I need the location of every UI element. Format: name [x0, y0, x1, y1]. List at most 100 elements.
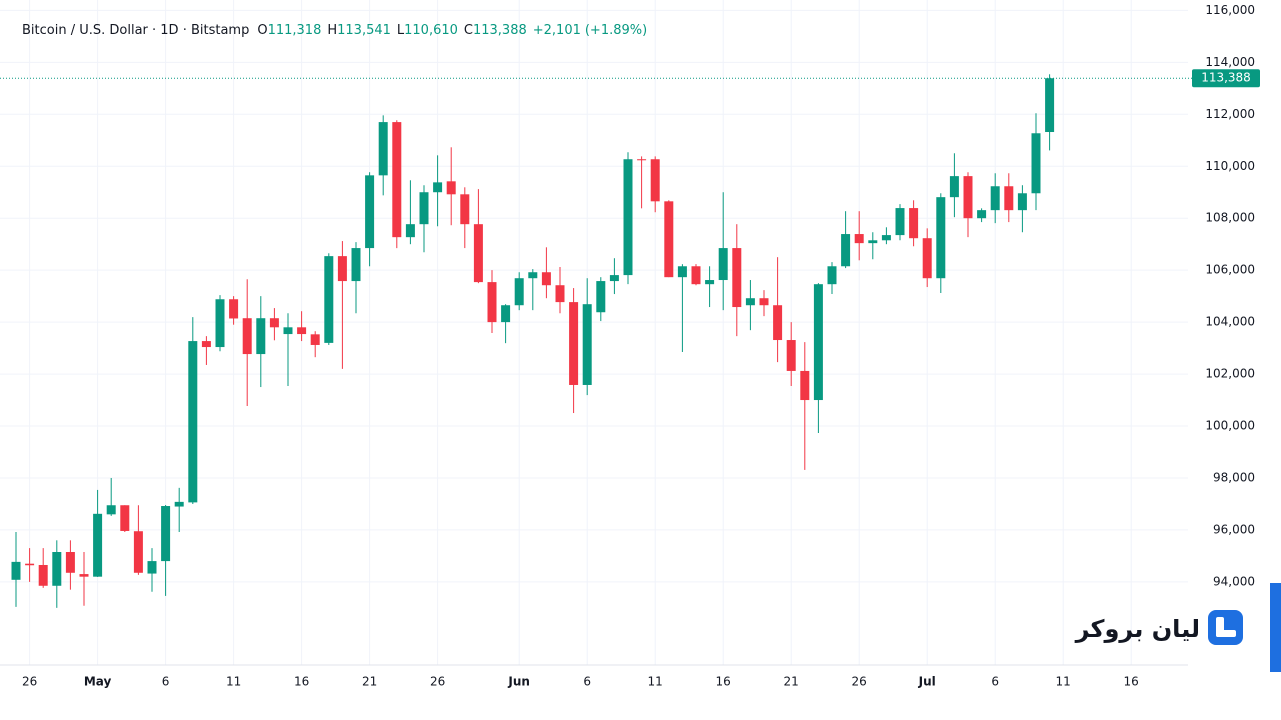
x-tick-label: 21 [784, 675, 799, 689]
candle-body [473, 224, 483, 283]
candle-body [963, 176, 973, 219]
y-tick-label: 110,000 [1205, 159, 1255, 173]
y-tick-label: 116,000 [1205, 3, 1255, 17]
candle-body [718, 248, 728, 281]
candle-body [868, 240, 878, 244]
candle-body [800, 370, 810, 401]
candle-body [759, 298, 769, 306]
candle-body [446, 181, 456, 195]
candle-body [1045, 78, 1055, 133]
candle-body [283, 327, 293, 335]
watermark-text: ليان بروكر [1075, 615, 1200, 643]
ohlc-prefix: O [257, 23, 267, 38]
candle-body [705, 280, 715, 285]
y-tick-label: 94,000 [1213, 574, 1255, 588]
candle-body [147, 561, 157, 574]
watermark-logo-mark [1216, 630, 1236, 637]
y-tick-label: 112,000 [1205, 107, 1255, 121]
watermark-logo [1208, 610, 1243, 645]
candle-body [691, 266, 701, 285]
y-tick-label: 106,000 [1205, 263, 1255, 277]
x-tick-label: 16 [716, 675, 731, 689]
x-tick-label: 6 [991, 675, 999, 689]
candle-body [786, 340, 796, 371]
candle-body [419, 192, 429, 225]
y-tick-label: 100,000 [1205, 419, 1255, 433]
y-tick-label: 96,000 [1213, 522, 1255, 536]
candle-body [93, 513, 103, 577]
y-tick-label: 104,000 [1205, 315, 1255, 329]
ohlc-prefix: H [327, 23, 337, 38]
candle-body [936, 197, 946, 279]
symbol-header: Bitcoin / U.S. Dollar · 1D · Bitstamp O11… [22, 23, 647, 38]
candle-body [174, 501, 184, 507]
candle-body [677, 266, 687, 278]
candle-body [365, 175, 375, 249]
side-tab[interactable] [1270, 583, 1281, 672]
candle-body [922, 238, 932, 279]
candle-body [664, 201, 674, 278]
x-tick-label: 16 [1124, 675, 1139, 689]
candle-body [841, 234, 851, 267]
candle-body [623, 159, 633, 276]
candle-body [269, 318, 279, 328]
candle-body [1017, 193, 1027, 211]
candle-body [501, 305, 511, 323]
candle-body [433, 182, 443, 193]
candle-body [813, 284, 823, 401]
x-tick-label: 26 [430, 675, 445, 689]
candle-body [1004, 186, 1014, 211]
candle-body [188, 341, 198, 503]
candle-body [52, 552, 62, 586]
candle-body [201, 341, 211, 348]
ohlc-value: 111,318 [268, 23, 322, 38]
candle-body [106, 505, 116, 515]
candle-body [881, 235, 891, 241]
change-percent: (+1.89%) [585, 23, 647, 38]
x-tick-label: 6 [583, 675, 591, 689]
candle-body [133, 531, 143, 573]
candle-body [949, 176, 959, 198]
candle-body [297, 327, 307, 335]
candle-body [324, 256, 334, 343]
x-tick-label: 26 [852, 675, 867, 689]
candle-body [1031, 133, 1041, 194]
candle-body [460, 194, 470, 225]
y-tick-label: 102,000 [1205, 367, 1255, 381]
symbol-title: Bitcoin / U.S. Dollar · 1D · Bitstamp [22, 23, 249, 38]
y-tick-label: 108,000 [1205, 211, 1255, 225]
candle-body [337, 256, 347, 282]
candle-body [11, 561, 21, 580]
candle-body [229, 299, 239, 319]
candle-body [895, 208, 905, 236]
candle-body [378, 122, 388, 176]
ohlc-prefix: L [397, 23, 405, 38]
ohlc-prefix: C [464, 23, 473, 38]
ohlc-value: 113,388 [473, 23, 527, 38]
candle-body [990, 186, 1000, 211]
candle-body [609, 275, 619, 282]
last-price-label: 113,388 [1201, 71, 1251, 85]
candle-body [215, 299, 225, 348]
candle-body [732, 248, 742, 308]
x-tick-label: 16 [294, 675, 309, 689]
y-tick-label: 114,000 [1205, 55, 1255, 69]
candle-body [582, 304, 592, 385]
candle-body [773, 305, 783, 341]
x-tick-label: 21 [362, 675, 377, 689]
candle-body [977, 210, 987, 219]
candle-body [487, 282, 497, 323]
candle-body [351, 248, 361, 282]
candle-body [38, 564, 48, 586]
candle-body [256, 318, 266, 355]
candle-body [596, 281, 606, 313]
candle-body [392, 122, 402, 238]
candle-body [569, 302, 579, 385]
x-tick-label: 6 [162, 675, 170, 689]
ohlc-value: 110,610 [404, 23, 458, 38]
candle-body [79, 574, 89, 577]
candle-body [745, 298, 755, 306]
candle-body [161, 506, 171, 562]
